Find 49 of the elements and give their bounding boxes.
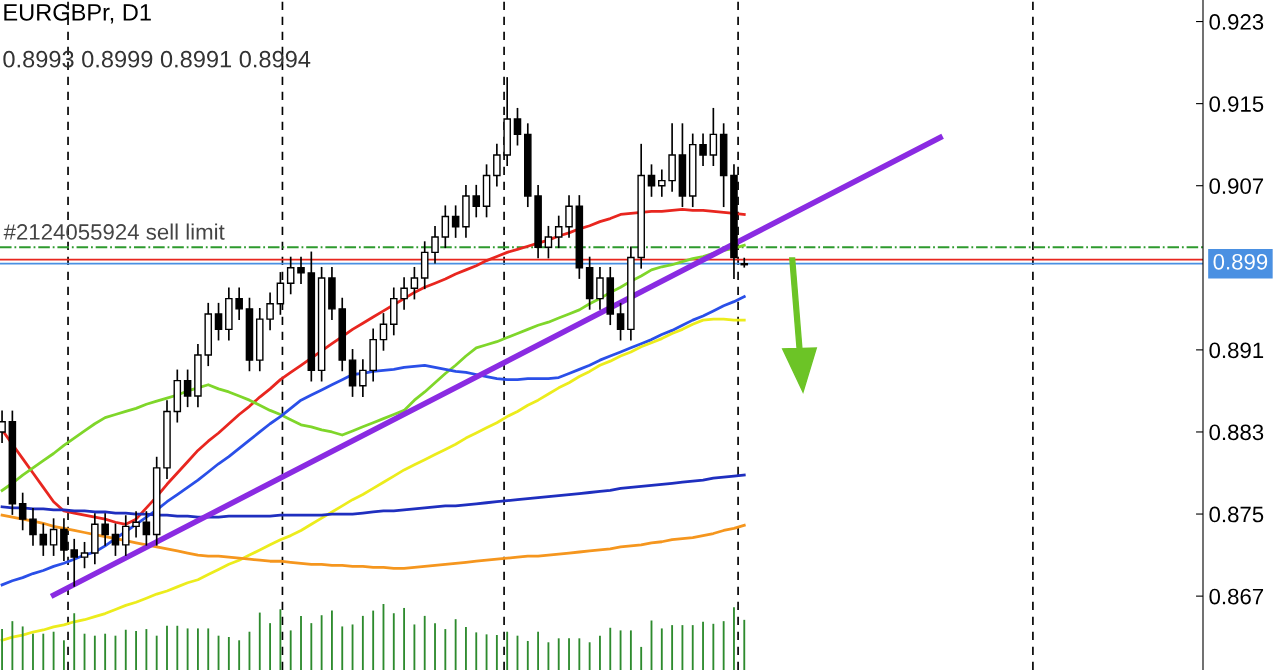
- candlestick: [29, 508, 37, 546]
- candlestick: [658, 169, 666, 197]
- candlestick: [18, 492, 27, 531]
- candlestick: [286, 256, 295, 295]
- y-tick-label: 0.915: [1209, 96, 1264, 112]
- y-tick-label: 0.923: [1209, 14, 1264, 30]
- candlestick: [235, 287, 243, 320]
- candlestick: [400, 277, 408, 310]
- chart-title: EURGBPr, D1: [4, 3, 151, 24]
- candlestick: [121, 515, 130, 556]
- candlestick: [214, 302, 223, 341]
- y-tick-label: 0.867: [1209, 588, 1264, 605]
- line-series: [0, 295, 746, 587]
- candlestick: [740, 257, 749, 268]
- line-series: [0, 473, 746, 519]
- ref-line-label: 0.899: [1213, 253, 1268, 270]
- candlestick: [101, 513, 109, 546]
- candlestick: [513, 107, 522, 146]
- y-tick-label: 0.907: [1209, 178, 1264, 194]
- candlestick: [410, 266, 419, 300]
- candlestick: [441, 205, 450, 249]
- candlestick: [709, 107, 718, 167]
- candlestick: [493, 143, 501, 187]
- candlestick: [616, 302, 625, 341]
- candlestick: [80, 541, 89, 569]
- candlestick: [565, 195, 573, 238]
- y-tick-label: 0.875: [1209, 506, 1264, 523]
- candlestick: [379, 313, 388, 351]
- y-tick-label: 0.883: [1209, 424, 1264, 441]
- candlestick: [596, 266, 604, 310]
- candlestick: [647, 164, 656, 197]
- candlestick: [544, 225, 553, 259]
- candlestick: [132, 511, 140, 538]
- candlestick: [451, 205, 460, 238]
- candlestick: [699, 133, 707, 167]
- line-series: [0, 317, 746, 642]
- candlestick: [554, 215, 563, 249]
- y-tick-label: 0.891: [1209, 342, 1264, 359]
- text: 0.8993 0.8999 0.8991 0.8994: [3, 50, 311, 68]
- candlestick: [359, 359, 367, 397]
- candlestick: [111, 523, 120, 556]
- candlestick: [39, 523, 48, 556]
- candlestick: [431, 225, 439, 264]
- ref-line-label: #2124055924 sell limit: [3, 223, 225, 240]
- candlestick: [297, 256, 305, 285]
- candlestick: [183, 369, 192, 408]
- candlestick: [472, 184, 481, 218]
- candlestick: [49, 518, 58, 556]
- candlestick: [266, 292, 274, 331]
